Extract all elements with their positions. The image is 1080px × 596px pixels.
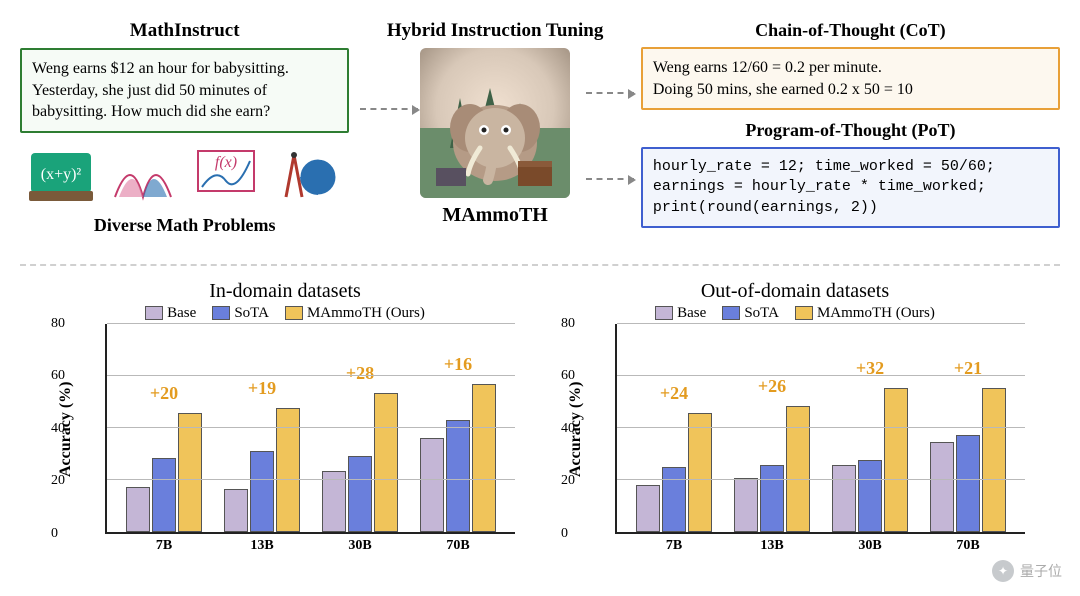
chart-title-right: Out-of-domain datasets [565, 280, 1025, 303]
function-icon: f(x) [192, 147, 260, 208]
bar [348, 456, 372, 532]
legend-item: Base [655, 305, 706, 322]
charts-section: In-domain datasets Base SoTA MAmmoTH (Ours… [20, 280, 1060, 534]
delta-label: +26 [732, 376, 812, 397]
x-tick-label: 7B [634, 538, 714, 554]
bar-group: 7B+20 [124, 413, 204, 532]
hybrid-tuning-title: Hybrid Instruction Tuning [387, 20, 603, 42]
arrow-mid-to-cot [586, 92, 634, 94]
bar-group: 13B+26 [732, 406, 812, 532]
legend-item: Base [145, 305, 196, 322]
watermark-text: 量子位 [1020, 561, 1062, 581]
compass-globe-icon [274, 147, 342, 208]
arrow-left-to-mid [360, 108, 418, 110]
legend-item: MAmmoTH (Ours) [795, 305, 935, 322]
bar [446, 420, 470, 532]
bar [374, 393, 398, 532]
bar-groups-right: 7B+2413B+2630B+3270B+21 [617, 324, 1025, 532]
bar [786, 406, 810, 532]
bar [178, 413, 202, 532]
legend-left: Base SoTA MAmmoTH (Ours) [55, 305, 515, 322]
out-of-domain-chart: Out-of-domain datasets Base SoTA MAmmoTH (… [565, 280, 1025, 534]
diverse-problems-title: Diverse Math Problems [20, 215, 349, 236]
bar [152, 458, 176, 532]
legend-item: SoTA [722, 305, 779, 322]
arrow-mid-to-pot [586, 178, 634, 180]
section-divider [20, 264, 1060, 266]
in-domain-chart: In-domain datasets Base SoTA MAmmoTH (Ours… [55, 280, 515, 534]
svg-text:f(x): f(x) [215, 154, 237, 171]
delta-label: +20 [124, 383, 204, 404]
x-tick-label: 30B [830, 538, 910, 554]
bar-group: 30B+28 [320, 393, 400, 532]
problem-box: Weng earns $12 an hour for babysitting. … [20, 48, 349, 133]
y-ticks-left: 020406080 [77, 324, 105, 534]
mathinstruct-title: MathInstruct [20, 20, 349, 42]
chalkboard-icon: (x+y)² [27, 147, 95, 208]
cot-box: Weng earns 12/60 = 0.2 per minute. Doing… [641, 47, 1060, 110]
pot-box: hourly_rate = 12; time_worked = 50/60; e… [641, 147, 1060, 228]
x-tick-label: 13B [222, 538, 302, 554]
bar [662, 467, 686, 532]
bar [982, 388, 1006, 532]
chart-title-left: In-domain datasets [55, 280, 515, 303]
watermark-icon: ✦ [992, 560, 1014, 582]
bar [734, 478, 758, 532]
bar-group: 70B+16 [418, 384, 498, 532]
delta-label: +28 [320, 363, 400, 384]
legend-right: Base SoTA MAmmoTH (Ours) [565, 305, 1025, 322]
svg-text:(x+y)²: (x+y)² [41, 166, 82, 183]
y-ticks-right: 020406080 [587, 324, 615, 534]
top-section: MathInstruct Weng earns $12 an hour for … [20, 20, 1060, 236]
bar [884, 388, 908, 532]
delta-label: +24 [634, 383, 714, 404]
x-tick-label: 70B [928, 538, 1008, 554]
delta-label: +19 [222, 378, 302, 399]
pot-title: Program-of-Thought (PoT) [641, 120, 1060, 141]
middle-column: Hybrid Instruction Tuning MAmmoTH [365, 20, 624, 236]
watermark: ✦ 量子位 [992, 560, 1062, 582]
bar [760, 465, 784, 532]
delta-label: +21 [928, 358, 1008, 379]
bar-group: 30B+32 [830, 388, 910, 532]
bar [250, 451, 274, 532]
bar [224, 489, 248, 532]
plot-right: 7B+2413B+2630B+3270B+21 [615, 324, 1025, 534]
bar [688, 413, 712, 532]
bar-groups-left: 7B+2013B+1930B+2870B+16 [107, 324, 515, 532]
distribution-icon [109, 147, 177, 208]
bar [420, 438, 444, 532]
bar [956, 435, 980, 532]
bar [930, 442, 954, 532]
bar [832, 465, 856, 532]
legend-item: MAmmoTH (Ours) [285, 305, 425, 322]
cot-title: Chain-of-Thought (CoT) [641, 20, 1060, 41]
x-tick-label: 13B [732, 538, 812, 554]
mammoth-illustration [420, 48, 570, 198]
x-tick-label: 7B [124, 538, 204, 554]
bar-group: 70B+21 [928, 388, 1008, 532]
x-tick-label: 70B [418, 538, 498, 554]
delta-label: +32 [830, 358, 910, 379]
right-column: Chain-of-Thought (CoT) Weng earns 12/60 … [641, 20, 1060, 236]
bar [472, 384, 496, 532]
mammoth-name: MAmmoTH [442, 204, 548, 227]
delta-label: +16 [418, 354, 498, 375]
x-tick-label: 30B [320, 538, 400, 554]
bar [322, 471, 346, 532]
plot-left: 7B+2013B+1930B+2870B+16 [105, 324, 515, 534]
legend-item: SoTA [212, 305, 269, 322]
bar [858, 460, 882, 532]
math-icons-row: (x+y)² f(x) [20, 143, 349, 213]
bar [636, 485, 660, 532]
bar-group: 7B+24 [634, 413, 714, 532]
left-column: MathInstruct Weng earns $12 an hour for … [20, 20, 349, 236]
bar [126, 487, 150, 532]
